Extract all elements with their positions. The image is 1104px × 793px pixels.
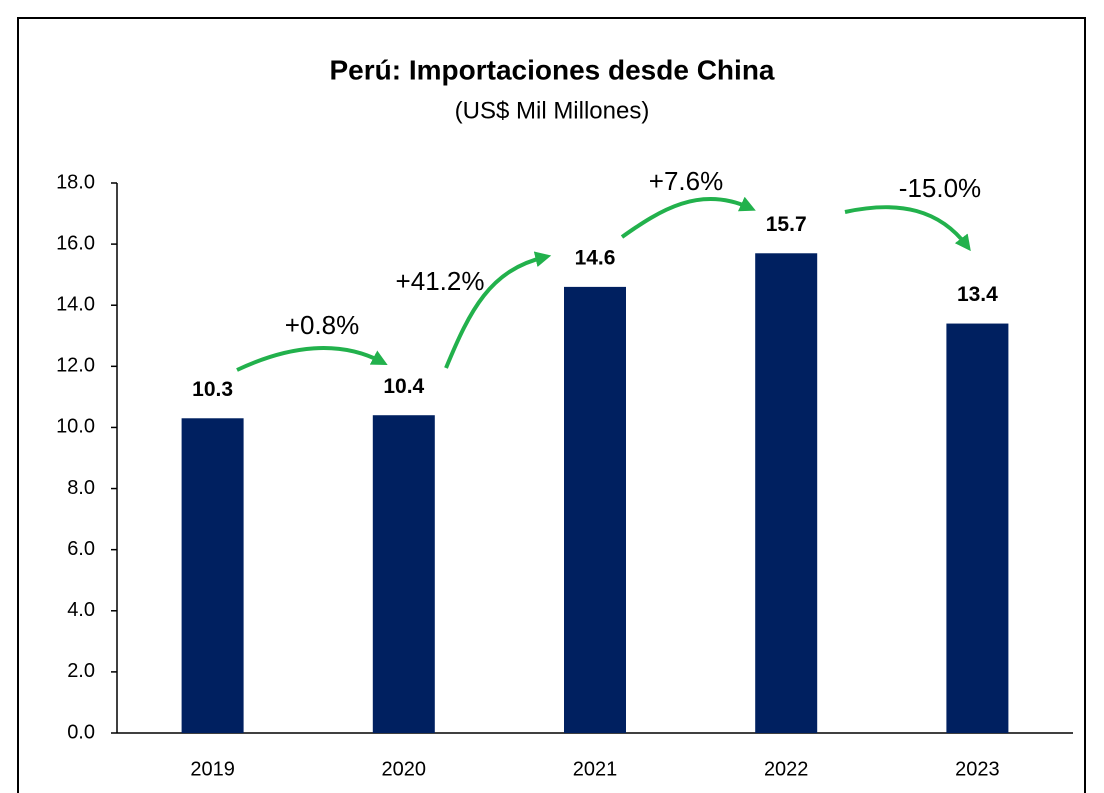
frame <box>17 17 1086 793</box>
y-tick-label: 8.0 <box>67 477 95 499</box>
chart-subtitle: (US$ Mil Millones) <box>455 97 650 124</box>
chart-title: Perú: Importaciones desde China <box>330 54 775 85</box>
bar <box>755 253 818 733</box>
growth-label: +7.6% <box>649 166 723 196</box>
bar <box>946 323 1009 733</box>
x-tick-label: 2020 <box>382 758 427 780</box>
arrow <box>844 205 971 252</box>
y-tick-label: 16.0 <box>56 232 95 254</box>
y-tick-label: 12.0 <box>56 355 95 377</box>
arrow <box>236 346 388 372</box>
x-tick-label: 2023 <box>955 758 1000 780</box>
bar <box>181 418 244 733</box>
value-label: 13.4 <box>957 283 998 306</box>
bar <box>372 415 435 733</box>
arrow <box>444 251 552 369</box>
value-label: 14.6 <box>575 246 616 269</box>
arrow <box>620 196 756 239</box>
y-tick-label: 4.0 <box>67 599 95 621</box>
x-tick-label: 2022 <box>764 758 809 780</box>
y-tick-label: 0.0 <box>67 721 95 743</box>
value-label: 10.4 <box>383 375 424 398</box>
y-tick-label: 10.0 <box>56 416 95 438</box>
y-tick-label: 6.0 <box>67 538 95 560</box>
y-tick-label: 14.0 <box>56 294 95 316</box>
growth-label: -15.0% <box>899 173 981 203</box>
growth-label: +0.8% <box>285 310 359 340</box>
y-tick-label: 2.0 <box>67 660 95 682</box>
growth-label: +41.2% <box>396 266 485 296</box>
value-label: 10.3 <box>192 378 233 401</box>
bar <box>564 286 626 733</box>
value-label: 15.7 <box>766 213 807 236</box>
y-tick-label: 18.0 <box>56 171 95 193</box>
x-tick-label: 2021 <box>573 758 618 780</box>
x-tick-label: 2019 <box>190 758 235 780</box>
growth-arrows <box>236 196 971 372</box>
